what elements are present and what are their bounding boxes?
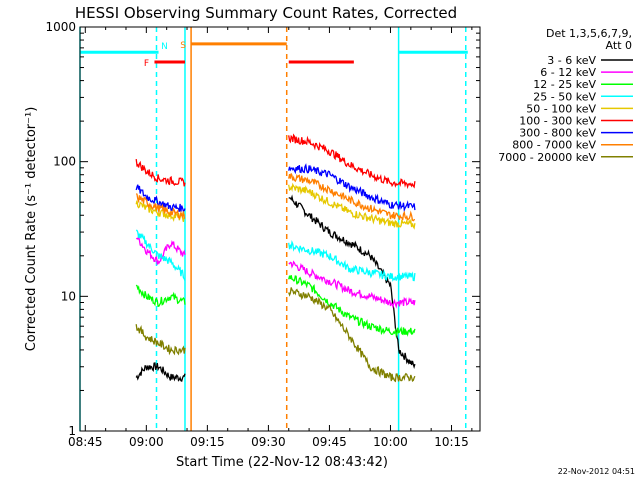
series-line-7-seg-0 xyxy=(135,193,186,220)
chart-title: HESSI Observing Summary Count Rates, Cor… xyxy=(75,4,457,22)
y-axis-label: Corrected Count Rate (s⁻¹ detector⁻¹) xyxy=(24,107,39,352)
series-line-3-seg-0 xyxy=(135,229,186,281)
legend-label-3: 25 - 50 keV xyxy=(533,90,596,103)
series-line-0-seg-1 xyxy=(288,194,416,370)
y-tick-label-2: 100 xyxy=(53,155,76,169)
legend-label-8: 7000 - 20000 keV xyxy=(498,151,596,164)
x-tick-label-6: 10:15 xyxy=(434,435,469,449)
y-tick-label-1: 10 xyxy=(61,289,76,303)
plot-area: F N S xyxy=(79,27,468,431)
legend-label-1: 6 - 12 keV xyxy=(540,66,596,79)
legend-label-5: 100 - 300 keV xyxy=(519,115,596,128)
x-tick-label-4: 09:45 xyxy=(312,435,347,449)
y-tick-label-0: 1 xyxy=(68,424,76,438)
x-tick-label-3: 09:30 xyxy=(251,435,286,449)
legend-label-2: 12 - 25 keV xyxy=(533,78,596,91)
series-line-6-seg-1 xyxy=(288,163,416,213)
plot-frame xyxy=(79,26,481,432)
x-tick-label-2: 09:15 xyxy=(190,435,225,449)
legend-title-1: Att 0 xyxy=(606,39,632,52)
x-tick-label-0: 08:45 xyxy=(68,435,103,449)
legend-title-0: Det 1,3,5,6,7,9, xyxy=(546,27,632,40)
legend-label-0: 3 - 6 keV xyxy=(547,54,596,67)
legend-label-6: 300 - 800 keV xyxy=(519,127,596,140)
series-line-5-seg-1 xyxy=(288,133,416,190)
series-line-3-seg-1 xyxy=(288,240,416,282)
x-axis: 08:45 09:00 09:15 09:30 09:45 10:00 10:15 xyxy=(68,27,473,449)
series-line-5-seg-0 xyxy=(135,159,186,187)
series-line-1-seg-0 xyxy=(136,236,186,265)
series-line-8-seg-0 xyxy=(135,324,186,356)
x-tick-label-5: 10:00 xyxy=(373,435,408,449)
series-line-6-seg-0 xyxy=(135,184,186,213)
flag-label-n: N xyxy=(161,42,168,52)
series-line-2-seg-1 xyxy=(288,275,416,338)
series-line-8-seg-1 xyxy=(288,287,416,383)
series-line-7-seg-1 xyxy=(288,173,416,222)
x-axis-label: Start Time (22-Nov-12 08:43:42) xyxy=(176,455,388,470)
timestamp: 22-Nov-2012 04:51 xyxy=(558,467,635,476)
flag-label-s: S xyxy=(180,41,186,51)
y-axis: 1 10 100 1000 xyxy=(45,20,480,438)
legend-label-7: 800 - 7000 keV xyxy=(512,139,596,152)
series-line-4-seg-1 xyxy=(288,182,416,230)
x-tick-label-1: 09:00 xyxy=(129,435,164,449)
legend-label-4: 50 - 100 keV xyxy=(526,102,596,115)
y-tick-label-3: 1000 xyxy=(45,20,76,34)
series-line-2-seg-0 xyxy=(135,284,186,308)
flag-label-f: F xyxy=(144,59,149,69)
series-line-0-seg-0 xyxy=(135,362,186,383)
series-line-1-seg-1 xyxy=(288,260,416,309)
series-line-4-seg-0 xyxy=(135,200,186,223)
